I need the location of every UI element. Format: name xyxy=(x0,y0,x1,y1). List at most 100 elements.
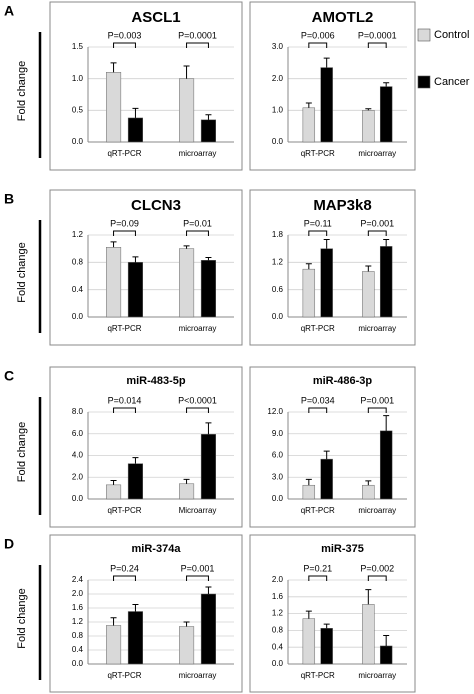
error-bar xyxy=(110,241,117,248)
bar xyxy=(320,628,333,665)
y-tick-label: 0.8 xyxy=(72,631,84,640)
legend-label: Control xyxy=(434,29,469,41)
error-bar xyxy=(132,604,139,612)
p-value: P=0.006 xyxy=(301,30,335,40)
y-axis-label: Fold change xyxy=(16,422,28,483)
x-tick-label: microarray xyxy=(179,149,217,158)
x-tick-label: microarray xyxy=(179,671,217,680)
error-bar xyxy=(132,107,139,118)
x-tick-label: qRT-PCR xyxy=(301,324,335,333)
chart-frame xyxy=(249,1,416,171)
y-tick-label: 0.6 xyxy=(272,285,284,294)
bar xyxy=(320,458,333,500)
y-tick-label: 4.0 xyxy=(72,451,84,460)
y-tick-label: 0.4 xyxy=(272,642,284,651)
error-bar xyxy=(323,239,330,249)
y-axis-label: Fold change xyxy=(16,61,28,122)
significance-bracket xyxy=(113,42,136,48)
bar xyxy=(200,434,216,500)
p-value: P=0.003 xyxy=(108,30,142,40)
y-tick-label: 0.8 xyxy=(72,257,84,266)
error-bar xyxy=(383,82,390,87)
y-tick-label: 0.4 xyxy=(72,645,84,654)
y-tick-label: 0.0 xyxy=(272,659,284,668)
significance-bracket xyxy=(367,407,387,413)
y-tick-label: 3.0 xyxy=(272,42,284,51)
panel-letter: B xyxy=(4,191,14,207)
error-bar xyxy=(110,617,117,626)
significance-bracket xyxy=(186,575,209,581)
y-tick-label: 1.2 xyxy=(272,257,284,266)
y-tick-label: 12.0 xyxy=(267,407,283,416)
y-tick-label: 1.0 xyxy=(272,105,284,114)
error-bar xyxy=(183,621,190,627)
significance-bracket xyxy=(367,230,387,236)
significance-bracket xyxy=(308,230,328,236)
error-bar xyxy=(365,265,372,272)
y-tick-label: 2.0 xyxy=(272,575,284,584)
chart-title: ASCL1 xyxy=(131,9,180,26)
y-tick-label: 1.8 xyxy=(272,230,284,239)
chart-title: miR-486-3p xyxy=(313,375,373,387)
bar xyxy=(200,260,216,318)
bar xyxy=(379,430,393,500)
chart-frame xyxy=(49,189,243,346)
y-tick-label: 2.4 xyxy=(72,575,84,584)
bar xyxy=(302,618,316,665)
y-tick-label: 0.0 xyxy=(72,659,84,668)
chart-frame xyxy=(49,366,243,528)
error-bar xyxy=(132,256,139,263)
panel-letter: A xyxy=(4,3,14,19)
x-tick-label: microarray xyxy=(179,324,217,333)
chart-frame xyxy=(49,1,243,171)
p-value: P=0.002 xyxy=(360,563,394,573)
y-tick-label: 1.2 xyxy=(72,617,84,626)
chart-frame xyxy=(249,366,416,528)
y-tick-label: 0.0 xyxy=(72,494,84,503)
p-value: P=0.24 xyxy=(110,563,139,573)
bar xyxy=(200,593,216,665)
significance-bracket xyxy=(367,575,387,581)
p-value: P=0.0001 xyxy=(358,30,397,40)
error-bar xyxy=(132,457,139,464)
x-tick-label: qRT-PCR xyxy=(107,506,141,515)
x-tick-label: microarray xyxy=(358,324,396,333)
bar xyxy=(127,463,143,500)
chart-frame xyxy=(49,534,243,693)
y-axis-label: Fold change xyxy=(16,242,28,303)
chart-title: miR-374a xyxy=(132,543,182,555)
y-tick-label: 0.0 xyxy=(272,137,284,146)
y-tick-label: 0.8 xyxy=(272,626,284,635)
error-bar xyxy=(383,634,390,646)
error-bar xyxy=(365,589,372,605)
significance-bracket xyxy=(186,42,209,48)
panel-letter: C xyxy=(4,368,14,384)
bar xyxy=(179,483,195,500)
bar xyxy=(106,625,122,665)
y-tick-label: 8.0 xyxy=(72,407,84,416)
y-tick-label: 2.0 xyxy=(272,74,284,83)
bar xyxy=(320,248,333,318)
p-value: P=0.09 xyxy=(110,218,139,228)
y-tick-label: 9.0 xyxy=(272,429,284,438)
bar xyxy=(179,78,195,143)
legend-label: Cancer xyxy=(434,76,470,88)
p-value: P=0.001 xyxy=(360,218,394,228)
y-axis-label: Fold change xyxy=(16,588,28,649)
error-bar xyxy=(305,610,312,619)
significance-bracket xyxy=(308,42,328,48)
bar xyxy=(127,611,143,665)
y-tick-label: 1.6 xyxy=(72,603,84,612)
significance-bracket xyxy=(113,407,136,413)
y-tick-label: 0.0 xyxy=(272,494,284,503)
error-bar xyxy=(205,257,212,261)
legend-swatch xyxy=(417,28,431,42)
p-value: P=0.21 xyxy=(303,563,332,573)
x-tick-label: qRT-PCR xyxy=(107,671,141,680)
bar xyxy=(106,484,122,500)
y-tick-label: 1.5 xyxy=(72,42,84,51)
error-bar xyxy=(183,245,190,249)
x-tick-label: microarray xyxy=(358,506,396,515)
bar xyxy=(362,484,375,500)
